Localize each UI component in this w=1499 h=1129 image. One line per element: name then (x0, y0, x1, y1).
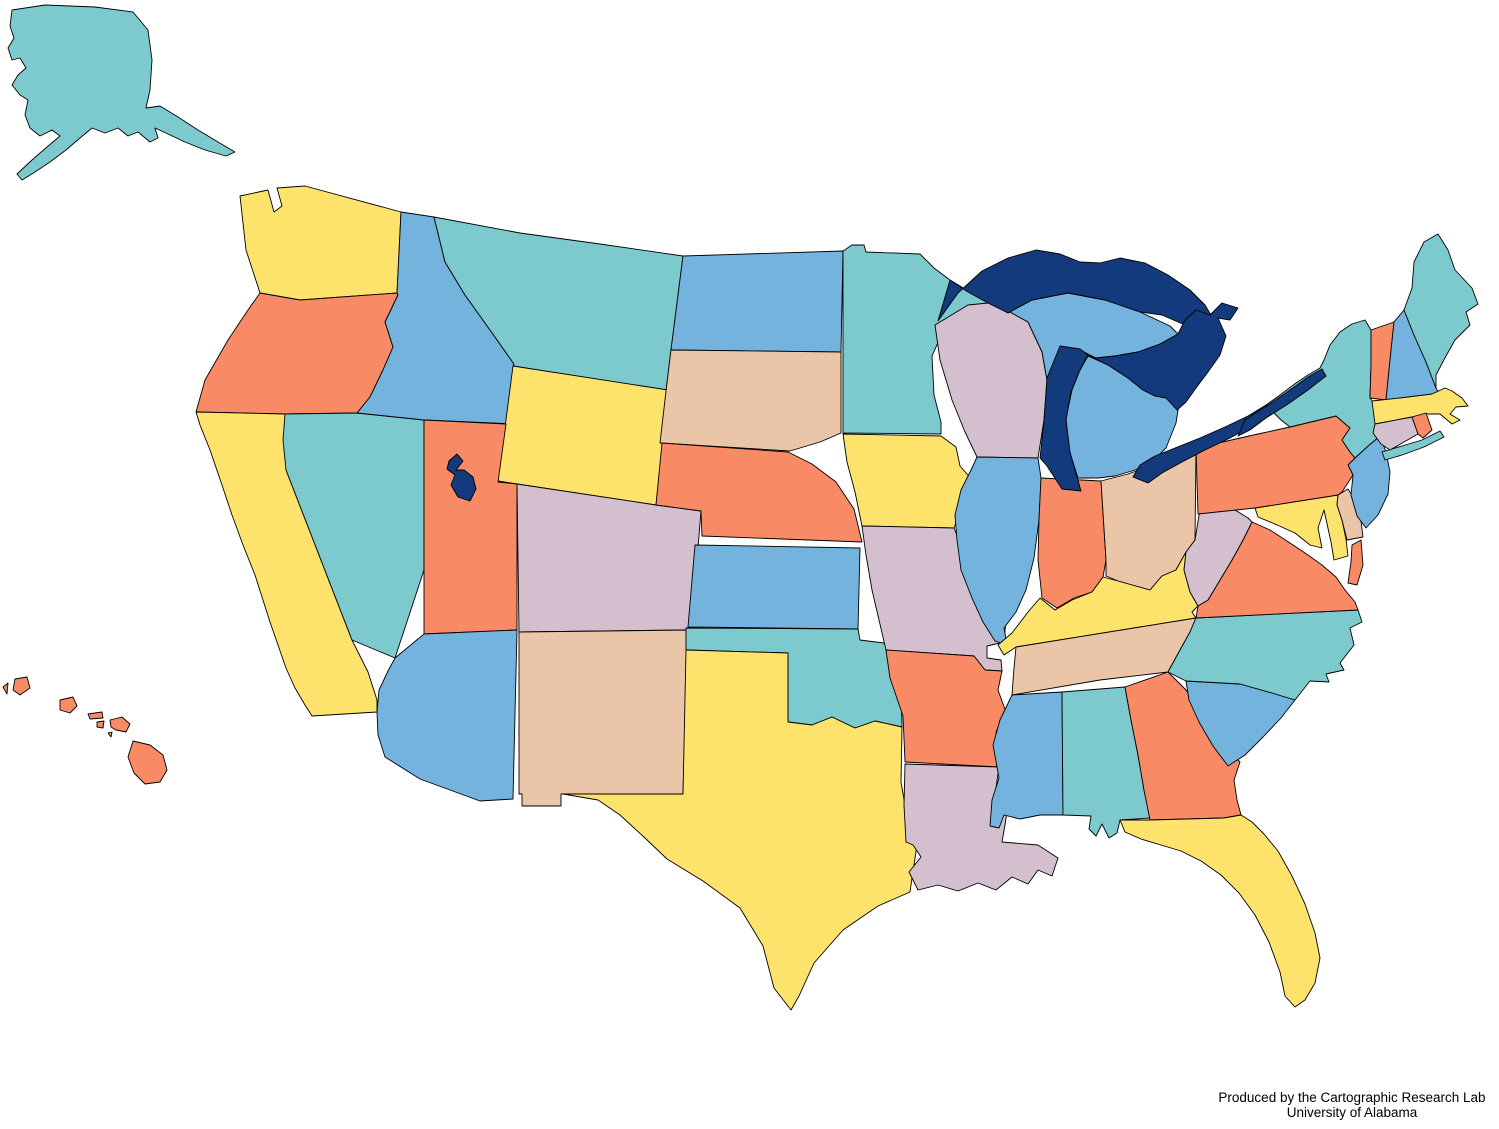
state-south-dakota[interactable] (659, 349, 842, 452)
state-hawaii[interactable] (12, 676, 31, 696)
state-hawaii[interactable] (107, 731, 113, 738)
state-hawaii-islands (2, 676, 168, 785)
state-florida[interactable] (1119, 814, 1321, 1008)
state-new-mexico[interactable] (518, 629, 689, 807)
state-hawaii[interactable] (127, 740, 168, 785)
state-nebraska[interactable] (655, 442, 863, 543)
state-new-york-long-island[interactable] (1381, 430, 1445, 461)
state-kansas[interactable] (687, 544, 861, 630)
state-hawaii[interactable] (109, 716, 131, 733)
state-iowa[interactable] (842, 433, 975, 529)
state-oregon[interactable] (195, 292, 399, 415)
state-hawaii[interactable] (87, 711, 104, 720)
lake-superior (937, 249, 1216, 333)
state-north-carolina[interactable] (1167, 609, 1363, 701)
map-credit-line2: University of Alabama (1287, 1105, 1418, 1120)
state-hawaii[interactable] (59, 696, 78, 714)
state-louisiana[interactable] (903, 763, 1059, 892)
state-maine[interactable] (1403, 233, 1479, 389)
state-washington[interactable] (239, 185, 402, 301)
lake-huron (1087, 302, 1239, 411)
state-delaware[interactable] (1336, 488, 1364, 541)
state-wyoming[interactable] (497, 365, 669, 506)
map-credit-line1: Produced by the Cartographic Research La… (1218, 1090, 1485, 1105)
lake-michigan (1039, 345, 1089, 492)
state-alaska[interactable] (7, 4, 236, 181)
state-rhode-island[interactable] (1411, 412, 1433, 439)
state-texas[interactable] (562, 649, 918, 1011)
state-arizona[interactable] (376, 629, 518, 802)
state-north-dakota[interactable] (670, 250, 844, 353)
state-hawaii[interactable] (96, 720, 105, 729)
lake-ontario (1237, 368, 1327, 437)
great-salt-lake (446, 453, 477, 502)
state-hawaii[interactable] (2, 682, 9, 695)
state-virginia-eastern-shore[interactable] (1347, 539, 1364, 586)
